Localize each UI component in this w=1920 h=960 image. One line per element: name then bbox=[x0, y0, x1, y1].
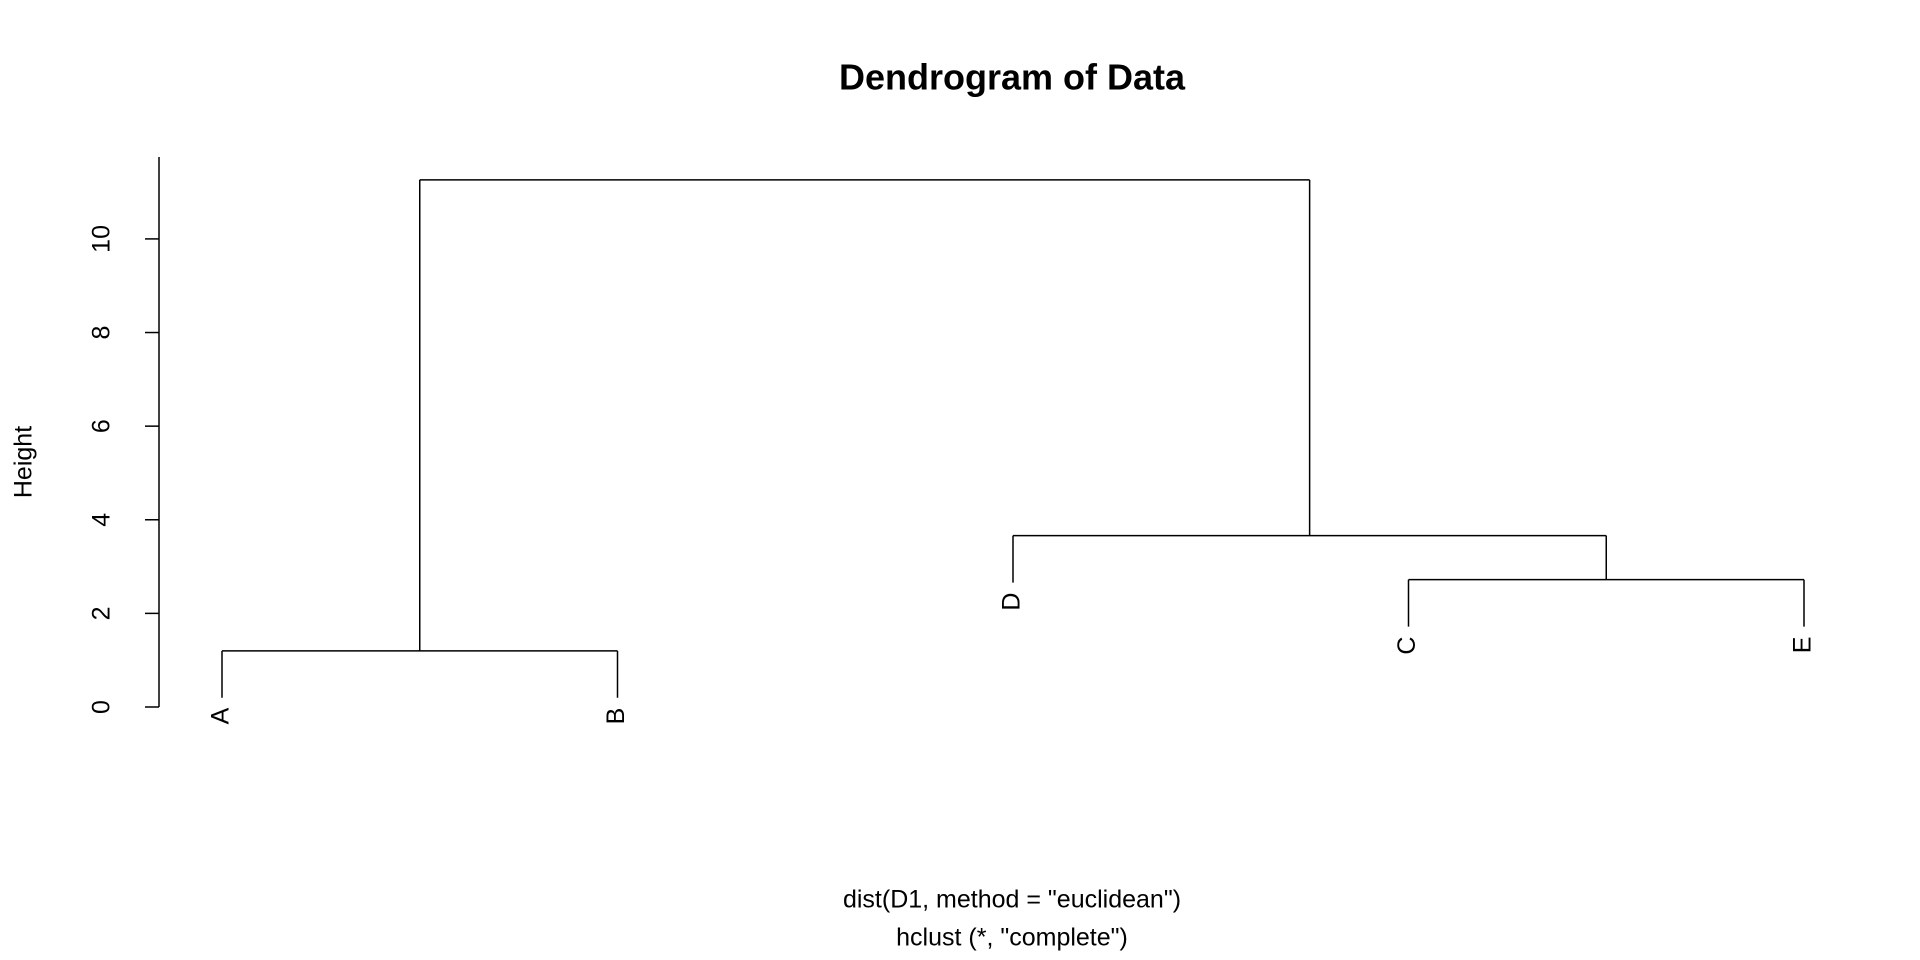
x-axis-sublabel: hclust (*, "complete") bbox=[896, 924, 1128, 952]
y-axis-label: Height bbox=[10, 426, 38, 498]
y-tick-label: 10 bbox=[88, 225, 116, 253]
leaf-label: A bbox=[207, 707, 235, 724]
y-tick-label: 0 bbox=[88, 700, 116, 714]
merge-link bbox=[221, 650, 619, 698]
leaf-label: E bbox=[1789, 637, 1817, 654]
leaf-label: B bbox=[602, 708, 630, 725]
leaf-label: C bbox=[1393, 637, 1421, 655]
leaf-label: D bbox=[998, 593, 1026, 611]
x-axis-label: dist(D1, method = "euclidean") bbox=[843, 886, 1181, 914]
merge-link bbox=[419, 179, 1311, 651]
y-tick-label: 2 bbox=[88, 606, 116, 620]
chart-title: Dendrogram of Data bbox=[839, 57, 1186, 98]
y-tick-label: 8 bbox=[88, 326, 116, 340]
merge-link bbox=[1012, 534, 1607, 583]
y-tick-label: 6 bbox=[88, 419, 116, 433]
y-tick-label: 4 bbox=[88, 513, 116, 527]
merge-link bbox=[1407, 578, 1805, 627]
